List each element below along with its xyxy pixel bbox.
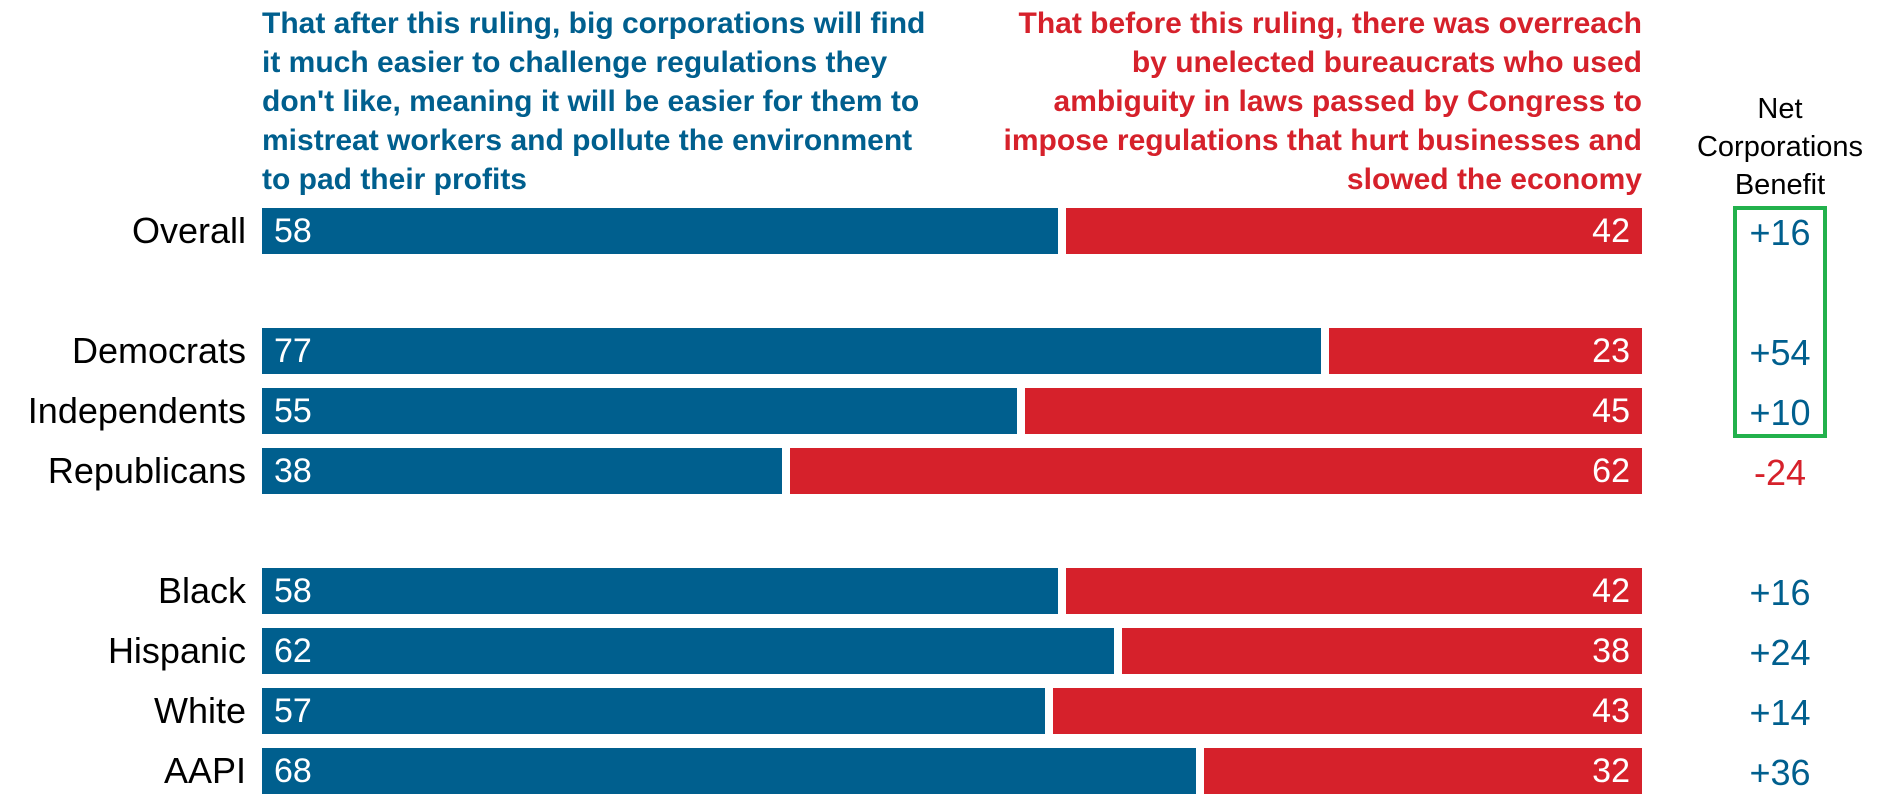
data-label-series-2-hispanic: 38 (1592, 632, 1630, 670)
net-header-line-1: Net (1757, 93, 1803, 125)
category-label-black: Black (157, 570, 246, 611)
data-label-series-1-aapi: 68 (274, 752, 312, 790)
bar-series-2-white (1052, 688, 1642, 734)
data-label-series-2-independents: 45 (1592, 392, 1630, 430)
category-label-aapi: AAPI (163, 750, 246, 791)
series-1-legend-label: That after this ruling, big corporations… (262, 7, 926, 196)
net-value-black: +16 (1749, 572, 1811, 613)
data-label-series-2-aapi: 32 (1592, 752, 1630, 790)
bar-series-2-hispanic (1121, 628, 1642, 674)
bar-series-1-white (262, 688, 1045, 734)
data-label-series-2-overall: 42 (1592, 212, 1630, 250)
category-label-hispanic: Hispanic (107, 630, 246, 671)
category-label-independents: Independents (27, 390, 246, 431)
bar-series-2-republicans (790, 448, 1642, 494)
data-label-series-1-democrats: 77 (274, 332, 312, 370)
data-label-series-2-republicans: 62 (1592, 452, 1630, 490)
net-value-hispanic: +24 (1749, 632, 1811, 673)
net-value-white: +14 (1749, 692, 1811, 733)
bar-series-2-independents (1025, 388, 1642, 434)
net-value-republicans: -24 (1753, 452, 1807, 493)
category-label-overall: Overall (131, 210, 246, 251)
bar-series-1-aapi (262, 748, 1197, 794)
net-column-header: Net Corporations Benefit (1660, 90, 1888, 204)
net-value-independents: +10 (1749, 392, 1811, 433)
category-label-white: White (153, 690, 246, 731)
data-label-series-1-white: 57 (274, 692, 312, 730)
bar-series-1-black (262, 568, 1059, 614)
series-2-legend-label: That before this ruling, there was overr… (1003, 7, 1642, 196)
data-label-series-2-white: 43 (1592, 692, 1630, 730)
net-highlight-box (1733, 206, 1827, 438)
net-header-line-3: Benefit (1734, 169, 1826, 201)
data-label-series-1-republicans: 38 (274, 452, 312, 490)
net-value-democrats: +54 (1749, 332, 1811, 373)
bar-series-2-democrats (1328, 328, 1642, 374)
bar-series-1-hispanic (262, 628, 1114, 674)
bar-series-1-overall (262, 208, 1059, 254)
category-label-republicans: Republicans (47, 450, 246, 491)
data-label-series-1-hispanic: 62 (274, 632, 312, 670)
bar-series-2-black (1066, 568, 1642, 614)
net-value-overall: +16 (1749, 212, 1811, 253)
category-label-democrats: Democrats (71, 330, 246, 371)
bar-series-2-aapi (1204, 748, 1642, 794)
data-label-series-2-democrats: 23 (1592, 332, 1630, 370)
bar-series-1-republicans (262, 448, 783, 494)
net-header-line-2: Corporations (1696, 131, 1864, 163)
data-label-series-2-black: 42 (1592, 572, 1630, 610)
data-label-series-1-overall: 58 (274, 212, 312, 250)
data-label-series-1-black: 58 (274, 572, 312, 610)
bar-series-2-overall (1066, 208, 1642, 254)
net-value-aapi: +36 (1749, 752, 1811, 793)
data-label-series-1-independents: 55 (274, 392, 312, 430)
bar-series-1-independents (262, 388, 1017, 434)
bar-series-1-democrats (262, 328, 1321, 374)
